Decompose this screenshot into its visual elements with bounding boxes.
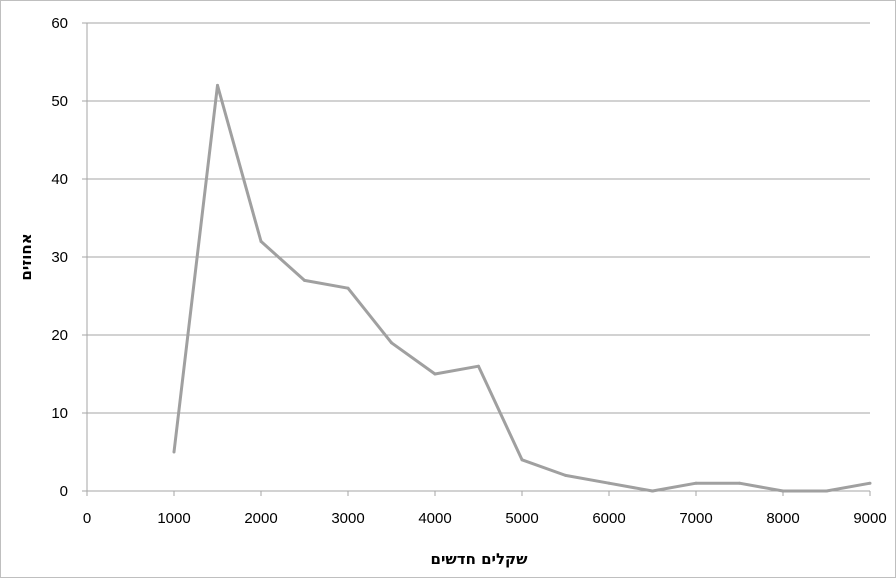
x-axis-title: שקלים חדשים <box>431 550 529 568</box>
y-tick-label: 60 <box>51 15 68 32</box>
data-point <box>520 458 524 462</box>
data-series <box>172 83 872 493</box>
axes <box>82 22 871 496</box>
y-tick-label: 10 <box>51 405 68 422</box>
series-line <box>172 83 871 493</box>
x-tick-label: 4000 <box>418 510 451 527</box>
gridlines <box>87 22 870 414</box>
data-point <box>477 364 480 368</box>
data-point <box>607 481 611 485</box>
data-point <box>694 481 698 485</box>
data-point <box>564 473 567 477</box>
y-tick-label: 50 <box>51 93 68 110</box>
y-tick-label: 30 <box>51 249 68 266</box>
y-axis-title: אחוזים <box>17 233 35 280</box>
x-tick-label: 6000 <box>592 510 625 527</box>
data-point <box>868 481 872 485</box>
data-point <box>303 278 306 282</box>
x-tick-label: 9000 <box>853 510 886 527</box>
x-tick-label: 7000 <box>679 510 712 527</box>
x-tick-label: 2000 <box>244 510 277 527</box>
data-point <box>346 286 350 290</box>
y-tick-label: 0 <box>60 483 68 500</box>
x-tick-label: 5000 <box>505 510 538 527</box>
x-tick-label: 8000 <box>766 510 799 527</box>
data-point <box>738 481 741 485</box>
y-tick-label: 40 <box>51 171 68 188</box>
data-point <box>433 372 437 376</box>
data-point <box>172 450 176 454</box>
data-point <box>781 489 785 493</box>
data-point <box>825 489 828 493</box>
x-tick-label: 0 <box>83 510 91 527</box>
data-point <box>216 83 219 87</box>
x-tick-label: 1000 <box>157 510 190 527</box>
x-tick-label: 3000 <box>331 510 364 527</box>
data-point <box>259 239 263 243</box>
data-point <box>651 489 654 493</box>
tick-labels: 0 10 20 30 40 50 60 0 1000 2000 3000 4000 5000 6000 70… <box>51 15 886 527</box>
data-point <box>390 341 393 345</box>
y-tick-label: 20 <box>51 327 68 344</box>
